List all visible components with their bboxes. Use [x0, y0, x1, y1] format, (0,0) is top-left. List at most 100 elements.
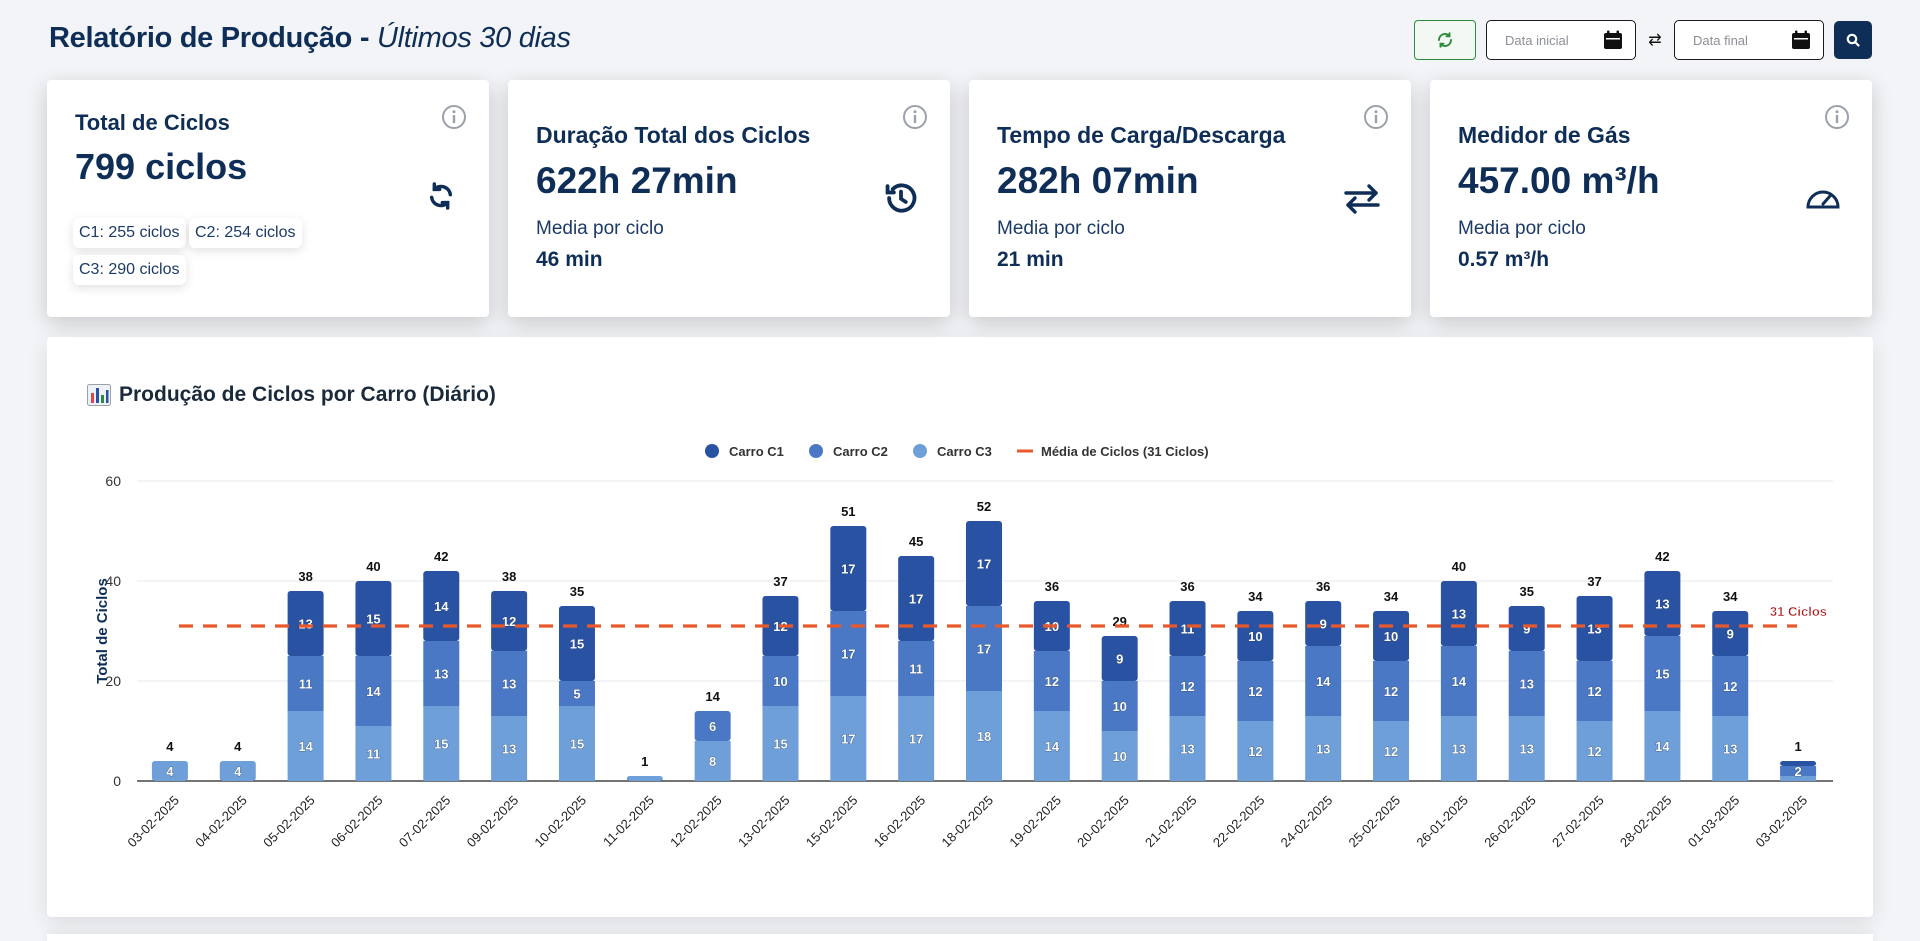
bar-segment	[1780, 766, 1817, 776]
bar-segment	[1576, 596, 1613, 661]
card-sublabel: Media por ciclo	[997, 218, 1125, 239]
bar-segment-label: 8	[709, 754, 716, 769]
bar-segment-label: 13	[1655, 597, 1669, 612]
bar-segment	[1644, 571, 1681, 636]
sync-icon	[429, 182, 453, 210]
bar-segment-label: 14	[1316, 674, 1331, 689]
bar-segment	[219, 761, 256, 781]
x-tick-label: 28-02-2025	[1617, 793, 1675, 851]
x-tick-label: 06-02-2025	[328, 793, 386, 851]
bar-segment-label: 17	[909, 592, 923, 607]
x-tick-label: 07-02-2025	[396, 793, 454, 851]
bar-segment-label: 18	[977, 729, 991, 744]
bar-segment	[1712, 611, 1749, 656]
date-toolbar: Data inicial ⇄ Data final	[1414, 20, 1872, 60]
card-title: Tempo de Carga/Descarga	[997, 122, 1286, 148]
bar-segment-label: 17	[977, 642, 991, 657]
bar-segment	[694, 741, 731, 781]
calendar-icon[interactable]	[1603, 30, 1623, 50]
page-header: Relatório de Produção - Últimos 30 dias …	[49, 18, 1872, 62]
x-tick-label: 20-02-2025	[1074, 793, 1132, 851]
bar-segment	[762, 656, 799, 706]
bar-segment-label: 4	[234, 764, 242, 779]
bar-segment	[287, 656, 324, 711]
y-tick-label: 0	[113, 773, 121, 789]
legend-marker	[705, 444, 719, 458]
card-value: 622h 27min	[536, 160, 738, 201]
card-title: Duração Total dos Ciclos	[536, 122, 811, 148]
bar-segment	[423, 571, 460, 641]
page-title-separator: -	[352, 22, 377, 54]
bar-total-label: 42	[434, 549, 448, 564]
end-date-placeholder: Data final	[1693, 32, 1748, 48]
end-date-input[interactable]: Data final	[1674, 20, 1824, 60]
bar-segment	[1169, 601, 1206, 656]
bar-segment-label: 17	[841, 732, 855, 747]
bar-total-label: 14	[705, 689, 720, 704]
swap-arrows-icon: ⇄	[1648, 32, 1662, 49]
bar-total-label: 35	[1519, 584, 1533, 599]
bar-segment	[1440, 581, 1477, 646]
info-icon[interactable]	[441, 104, 467, 130]
bar-total-label: 40	[366, 559, 380, 574]
start-date-input[interactable]: Data inicial	[1486, 20, 1636, 60]
chart-panel-title: Produção de Ciclos por Carro (Diário)	[87, 383, 496, 407]
bar-segment-label: 11	[367, 747, 381, 762]
card-total-duration: Duração Total dos Ciclos 622h 27min Medi…	[508, 80, 950, 317]
bar-segment-label: 11	[1181, 622, 1195, 637]
info-icon[interactable]	[1363, 104, 1389, 130]
bar-total-label: 34	[1723, 589, 1738, 604]
card-total-cycles: Total de Ciclos 799 ciclos C1: 255 ciclo…	[47, 80, 489, 317]
bar-segment	[694, 711, 731, 741]
card-value: 457.00 m³/h	[1458, 160, 1660, 201]
info-icon[interactable]	[902, 104, 928, 130]
x-tick-label: 05-02-2025	[260, 793, 318, 851]
chart-title: Produção de Ciclos por Carro (Diário)	[119, 383, 496, 406]
bar-segment	[1237, 721, 1274, 781]
refresh-button[interactable]	[1414, 20, 1476, 60]
legend-marker	[913, 444, 927, 458]
legend-label: Média de Ciclos (31 Ciclos)	[1041, 444, 1209, 459]
card-value: 799 ciclos	[75, 146, 248, 187]
y-axis-label: Total de Ciclos	[94, 578, 111, 684]
bar-segment	[423, 641, 460, 706]
bar-segment	[830, 526, 867, 611]
x-tick-label: 26-01-2025	[1413, 793, 1471, 851]
bar-segment	[287, 711, 324, 781]
bar-segment-label: 14	[1655, 739, 1670, 754]
bar-segment-label: 12	[1045, 674, 1059, 689]
bar-segment	[1780, 761, 1817, 766]
info-icon[interactable]	[1824, 104, 1850, 130]
bar-segment	[151, 761, 188, 781]
bar-segment-label: 13	[1180, 742, 1194, 757]
bar-segment-label: 13	[502, 742, 516, 757]
bar-segment-label: 17	[841, 562, 855, 577]
bar-segment-label: 12	[1180, 679, 1194, 694]
calendar-icon[interactable]	[1791, 30, 1811, 50]
history-clock-icon	[885, 183, 917, 213]
bar-segment-label: 15	[570, 737, 584, 752]
x-tick-label: 16-02-2025	[871, 793, 929, 851]
x-tick-label: 10-02-2025	[531, 793, 589, 851]
bar-segment-label: 12	[1248, 744, 1262, 759]
page-title-main: Relatório de Produção	[49, 22, 353, 54]
bar-total-label: 1	[1794, 739, 1801, 754]
bar-segment-label: 6	[709, 719, 716, 734]
bar-segment-label: 13	[1452, 742, 1466, 757]
bar-segment-label: 13	[298, 617, 312, 632]
bar-chart-icon	[87, 384, 111, 406]
bar-segment-label: 9	[1727, 627, 1734, 642]
average-line-label: 31 Ciclos	[1770, 604, 1827, 619]
pill-c3-cycles: C3: 290 ciclos	[73, 255, 186, 285]
bar-segment-label: 12	[502, 614, 516, 629]
search-button[interactable]	[1834, 21, 1872, 59]
bar-segment-label: 13	[1519, 742, 1533, 757]
bar-segment	[966, 606, 1002, 691]
bar-segment	[1508, 651, 1545, 716]
swap-arrows-icon	[1344, 184, 1380, 214]
bar-total-label: 34	[1384, 589, 1399, 604]
bar-segment	[1373, 661, 1410, 721]
search-icon	[1846, 33, 1860, 47]
card-sublabel: Media por ciclo	[1458, 218, 1586, 239]
bar-segment	[898, 556, 935, 641]
